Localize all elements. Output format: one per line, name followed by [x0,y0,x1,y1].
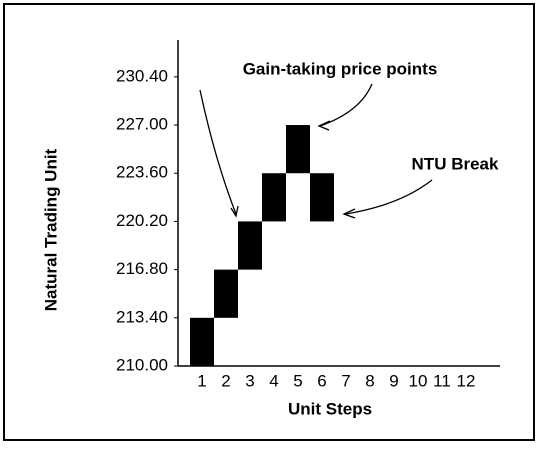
x-tick-label: 5 [293,371,302,390]
x-tick-label: 12 [457,371,476,390]
box [262,173,286,222]
box [286,125,310,174]
x-tick-label: 6 [317,371,326,390]
arrow-head [342,208,356,219]
box [238,221,262,270]
box [310,173,334,222]
arrow-head [317,120,331,131]
x-tick-label: 3 [245,371,254,390]
arrows [199,83,433,219]
x-axis-title: Unit Steps [288,399,372,418]
arrow-head [230,205,239,218]
arrow [199,89,237,215]
y-tick-label: 220.20 [116,211,168,230]
y-tick-label: 227.00 [116,115,168,134]
box [214,269,238,318]
x-tick-label: 11 [433,371,451,390]
box [190,317,214,366]
arrow [345,179,433,215]
x-tick-label: 4 [269,371,278,390]
annotation: NTU Break [412,154,499,173]
x-tick-label: 9 [389,371,398,390]
y-tick-label: 210.00 [116,355,168,374]
y-tick-label: 213.40 [116,307,168,326]
annotation: Gain-taking price points [243,59,438,78]
y-tick-label: 230.40 [116,66,168,85]
x-tick-label: 8 [365,371,374,390]
arrow [319,83,373,127]
y-tick-label: 223.60 [116,163,168,182]
y-tick-label: 216.80 [116,259,168,278]
x-tick-label: 2 [221,371,230,390]
x-tick-label: 1 [197,371,206,390]
x-tick-label: 10 [409,371,428,390]
x-tick-label: 7 [341,371,350,390]
y-axis-title: Natural Trading Unit [41,148,60,311]
frame [3,3,535,441]
